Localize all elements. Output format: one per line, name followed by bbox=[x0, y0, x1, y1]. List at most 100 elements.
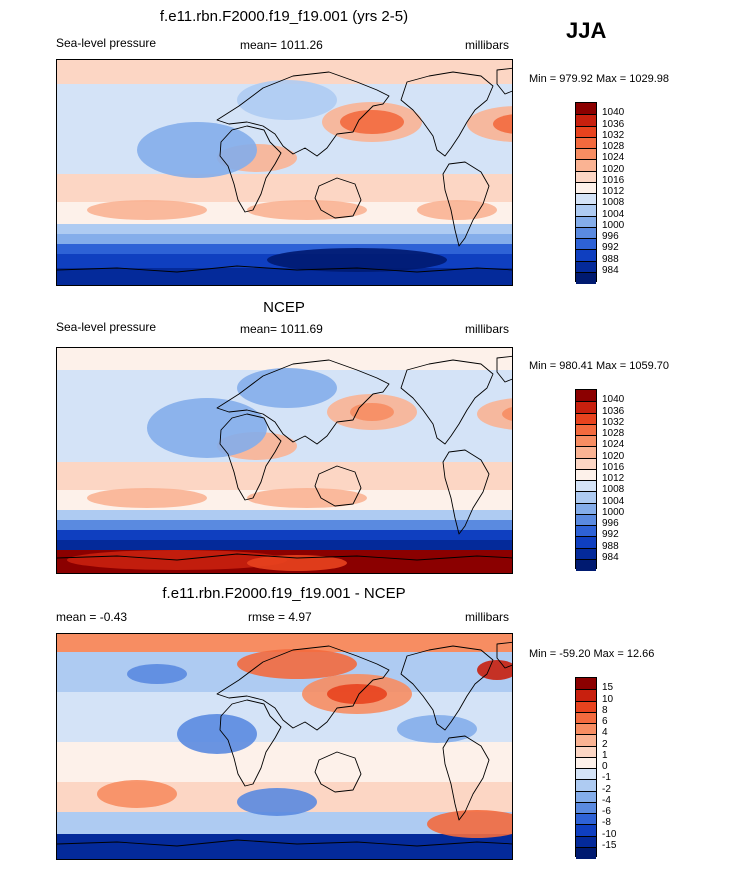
field-band bbox=[57, 742, 512, 782]
field-band bbox=[57, 530, 512, 540]
colorbar-tick-label: 984 bbox=[602, 264, 619, 276]
map-plot-3 bbox=[56, 633, 513, 860]
colorbar-tick-label: 1032 bbox=[602, 129, 625, 141]
colorbar-swatch bbox=[576, 114, 596, 127]
colorbar-tick-label: 10 bbox=[602, 693, 614, 705]
panel-1-title: f.e11.rbn.F2000.f19_f19.001 (yrs 2-5) bbox=[159, 8, 409, 25]
colorbar-swatch bbox=[576, 491, 596, 504]
field-contour bbox=[237, 788, 317, 816]
field-band bbox=[57, 834, 512, 859]
colorbar-swatch bbox=[576, 525, 596, 538]
colorbar-swatch bbox=[576, 271, 596, 285]
coastline bbox=[216, 71, 390, 157]
colorbar-swatch bbox=[576, 401, 596, 414]
colorbar-swatch bbox=[576, 723, 596, 736]
field-band bbox=[57, 244, 512, 254]
colorbar-tick-label: 1020 bbox=[602, 450, 625, 462]
field-contour bbox=[340, 110, 404, 134]
colorbar-swatch bbox=[576, 423, 596, 437]
colorbar-tick-label: 988 bbox=[602, 253, 619, 265]
field-contour bbox=[397, 715, 477, 743]
field-contour bbox=[97, 780, 177, 808]
field-contour bbox=[237, 368, 337, 408]
colorbar-swatch bbox=[576, 215, 596, 229]
field-band bbox=[57, 462, 512, 490]
colorbar-tick-label: 1028 bbox=[602, 141, 625, 152]
map-2-svg bbox=[57, 348, 512, 573]
coastline bbox=[496, 355, 512, 383]
colorbar-tick-label: 984 bbox=[602, 551, 619, 563]
colorbar-tick-label: 15 bbox=[602, 682, 614, 694]
field-contour bbox=[477, 398, 512, 430]
colorbar-tick-label: -15 bbox=[602, 839, 617, 851]
panel-3-left-label: mean = -0.43 bbox=[56, 610, 128, 624]
colorbar-1: 1040 1036 1032 1028 1024 1020 1016 1012 1008 1004… bbox=[575, 102, 624, 285]
field-band bbox=[57, 510, 512, 520]
colorbar-swatch bbox=[576, 502, 596, 516]
colorbar-swatch bbox=[576, 181, 596, 195]
field-band bbox=[57, 540, 512, 550]
colorbar-swatch bbox=[576, 260, 596, 274]
colorbar-swatch bbox=[576, 790, 596, 804]
colorbar-tick-label: 992 bbox=[602, 242, 619, 254]
coastline bbox=[216, 645, 390, 731]
colorbar-swatch bbox=[576, 801, 596, 815]
coastline bbox=[400, 645, 494, 731]
season-label: JJA bbox=[566, 18, 607, 43]
colorbar-tick-label: 8 bbox=[602, 704, 608, 716]
colorbar-swatch bbox=[576, 745, 596, 759]
coastline bbox=[219, 125, 282, 213]
colorbar-tick-label: 4 bbox=[602, 727, 608, 739]
colorbar-tick-label: -1 bbox=[602, 772, 611, 784]
colorbar-tick-label: 1012 bbox=[602, 186, 625, 197]
colorbar-tick-label: -10 bbox=[602, 828, 617, 840]
colorbar-swatch bbox=[576, 846, 596, 860]
map-3-svg bbox=[57, 634, 512, 859]
colorbar-swatch bbox=[576, 412, 596, 426]
field-contour bbox=[350, 403, 394, 421]
colorbar-tick-label: 1024 bbox=[602, 152, 625, 164]
colorbar-tick-label: 1012 bbox=[602, 473, 625, 484]
coastline bbox=[442, 449, 490, 535]
field-contour bbox=[493, 114, 512, 134]
coastline bbox=[442, 735, 490, 821]
coastline bbox=[219, 413, 282, 501]
field-band bbox=[57, 268, 512, 285]
coastline bbox=[57, 553, 512, 561]
colorbar-tick-label: 1004 bbox=[602, 208, 625, 220]
field-contour bbox=[467, 106, 512, 142]
coastline bbox=[400, 359, 494, 445]
colorbar-tick-label: 1040 bbox=[602, 394, 625, 406]
colorbar-swatch bbox=[576, 824, 596, 837]
field-contour bbox=[267, 248, 447, 272]
field-band bbox=[57, 224, 512, 234]
colorbar-tick-label: 1024 bbox=[602, 439, 625, 451]
colorbar-2-swatches bbox=[575, 389, 597, 572]
colorbar-3: 15 10 8 6 4 2 1 0 -1 -2 -4 -6 -8 -10 -15 bbox=[575, 677, 616, 860]
colorbar-swatch bbox=[576, 468, 596, 482]
field-band bbox=[57, 812, 512, 834]
colorbar-tick-label: 1000 bbox=[602, 506, 625, 518]
colorbar-tick-label: 1000 bbox=[602, 219, 625, 231]
field-contour bbox=[417, 200, 497, 220]
colorbar-swatch bbox=[576, 238, 596, 251]
colorbar-swatch bbox=[576, 813, 596, 826]
colorbar-swatch bbox=[576, 435, 596, 448]
colorbar-tick-label: -6 bbox=[602, 806, 611, 817]
panel-2-center-label: mean= 1011.69 bbox=[240, 322, 323, 336]
panel-1-right-label: millibars bbox=[465, 38, 510, 52]
colorbar-swatch bbox=[576, 390, 596, 402]
colorbar-swatch bbox=[576, 125, 596, 139]
coastline bbox=[314, 751, 362, 793]
field-contour bbox=[502, 407, 512, 421]
colorbar-swatch bbox=[576, 689, 596, 702]
map-1-svg bbox=[57, 60, 512, 285]
colorbar-tick-label: 1016 bbox=[602, 174, 625, 186]
colorbar-swatch bbox=[576, 148, 596, 161]
colorbar-swatch bbox=[576, 779, 596, 792]
field-contour bbox=[327, 684, 387, 704]
colorbar-tick-label: 1 bbox=[602, 749, 608, 761]
colorbar-swatch bbox=[576, 249, 596, 262]
colorbar-swatch bbox=[576, 226, 596, 240]
colorbar-swatch bbox=[576, 558, 596, 572]
